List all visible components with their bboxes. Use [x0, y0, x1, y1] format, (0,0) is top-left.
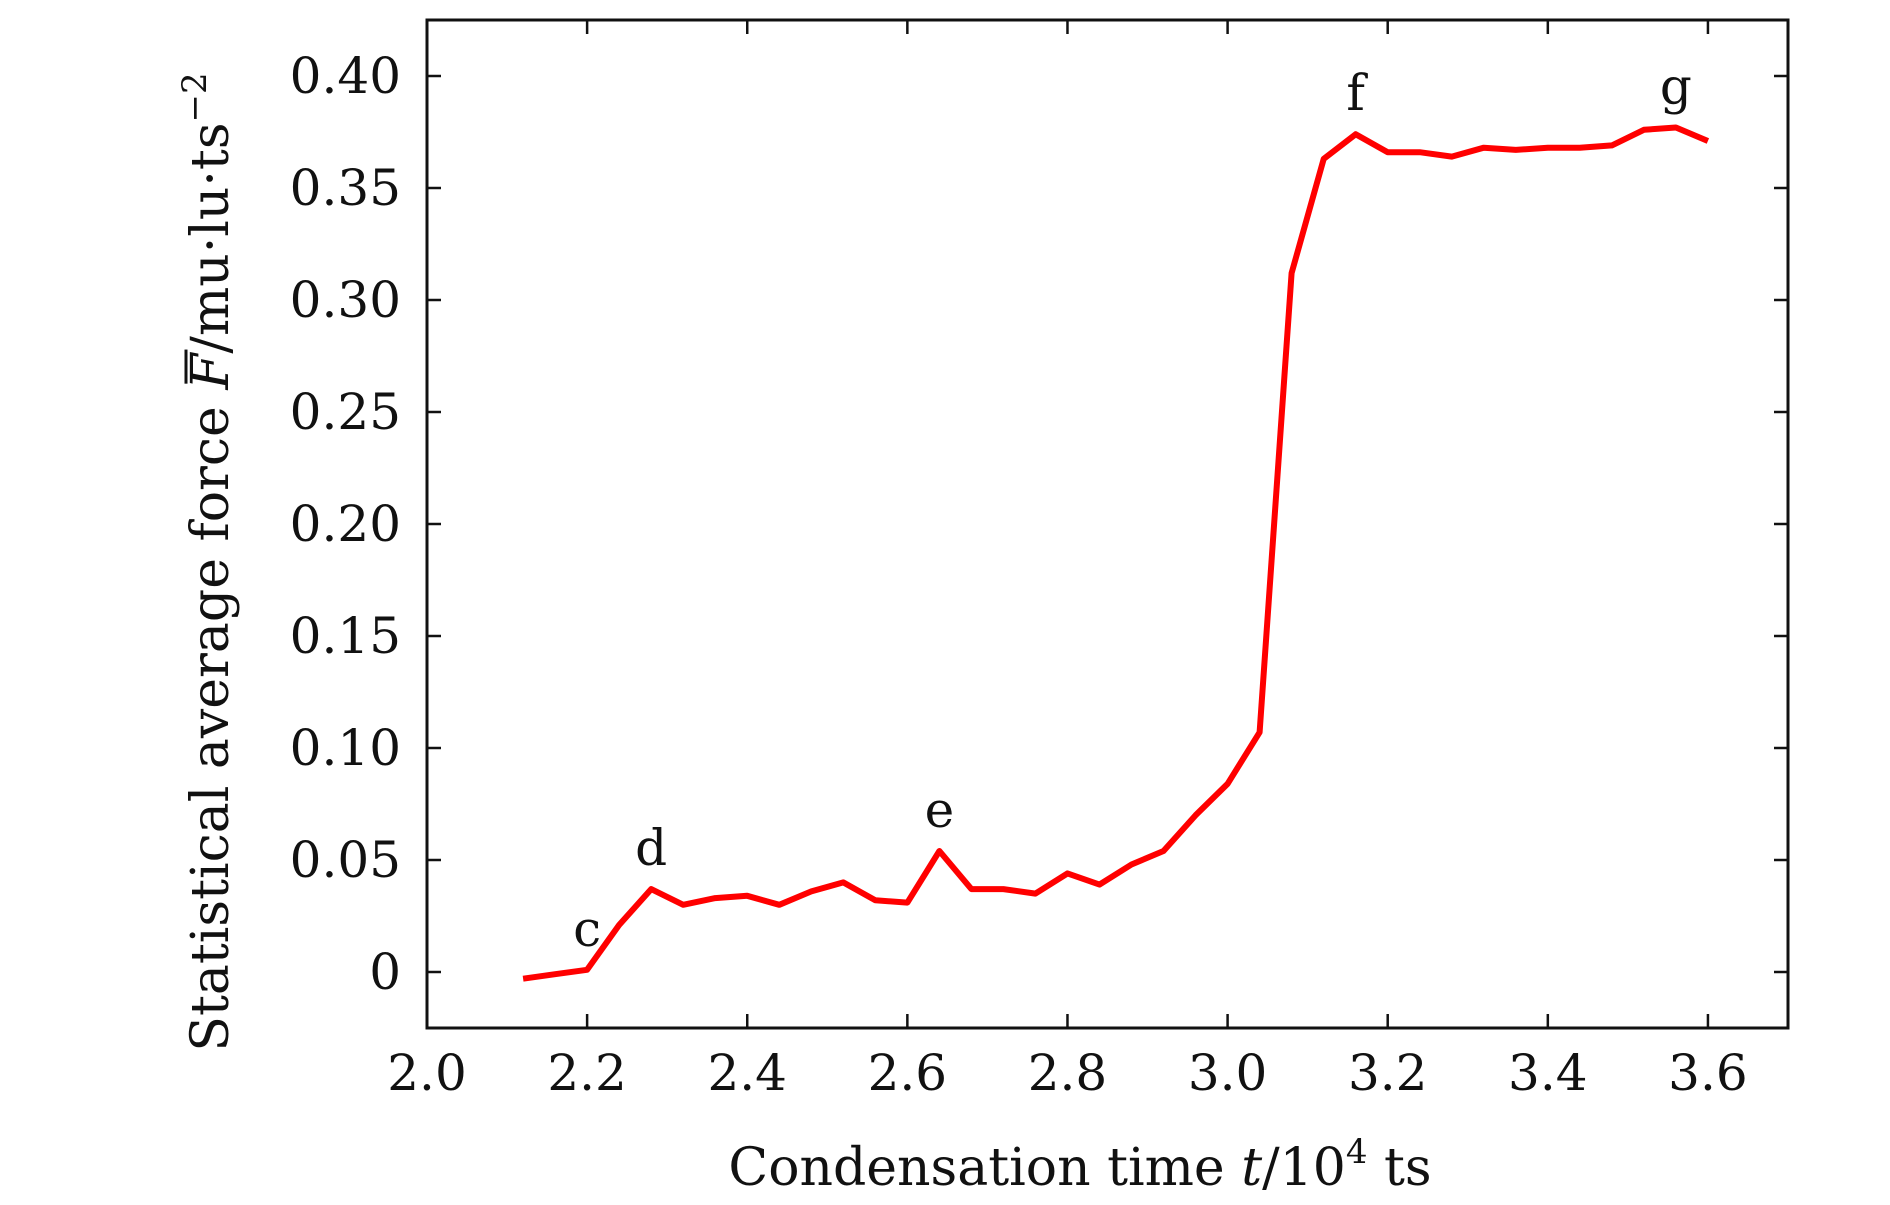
point-annotation: d — [635, 819, 667, 877]
x-tick-label: 2.4 — [707, 1044, 787, 1102]
y-tick-label: 0.05 — [290, 831, 401, 889]
point-annotation: g — [1660, 58, 1692, 116]
y-tick-label: 0.35 — [290, 159, 401, 217]
y-axis-ticks: 0 0.05 0.10 0.15 0.20 0.25 0.30 0.35 0.40 — [290, 47, 1788, 1001]
series-layer — [522, 124, 1710, 982]
point-annotation: f — [1346, 64, 1368, 122]
y-tick-label: 0.25 — [290, 383, 401, 441]
annotation-layer: cd e f g — [573, 58, 1692, 958]
y-tick-label: 0.40 — [290, 47, 401, 105]
x-axis-title: Condensation time t/104 ts — [728, 1132, 1431, 1198]
point-annotation: e — [925, 781, 955, 839]
x-tick-label: 2.2 — [547, 1044, 627, 1102]
y-axis-title: Statistical average force F/mu·lu·ts−2 — [175, 72, 241, 1051]
x-tick-label: 2.0 — [387, 1044, 467, 1102]
x-tick-label: 3.6 — [1668, 1044, 1748, 1102]
point-annotation: c — [573, 900, 601, 958]
y-tick-label: 0.15 — [290, 607, 401, 665]
x-tick-label: 3.2 — [1348, 1044, 1428, 1102]
x-tick-label: 3.0 — [1188, 1044, 1268, 1102]
x-tick-label: 2.8 — [1028, 1044, 1108, 1102]
series-line — [522, 124, 1710, 982]
y-tick-label: 0.30 — [290, 271, 401, 329]
x-axis-ticks: 2.0 2.2 2.4 2.6 2.8 3.0 3.2 3.4 3.6 — [387, 20, 1748, 1102]
x-tick-label: 2.6 — [868, 1044, 948, 1102]
y-tick-label: 0.10 — [290, 719, 401, 777]
y-tick-label: 0.20 — [290, 495, 401, 553]
x-tick-label: 3.4 — [1508, 1044, 1588, 1102]
y-tick-label: 0 — [369, 943, 401, 1001]
